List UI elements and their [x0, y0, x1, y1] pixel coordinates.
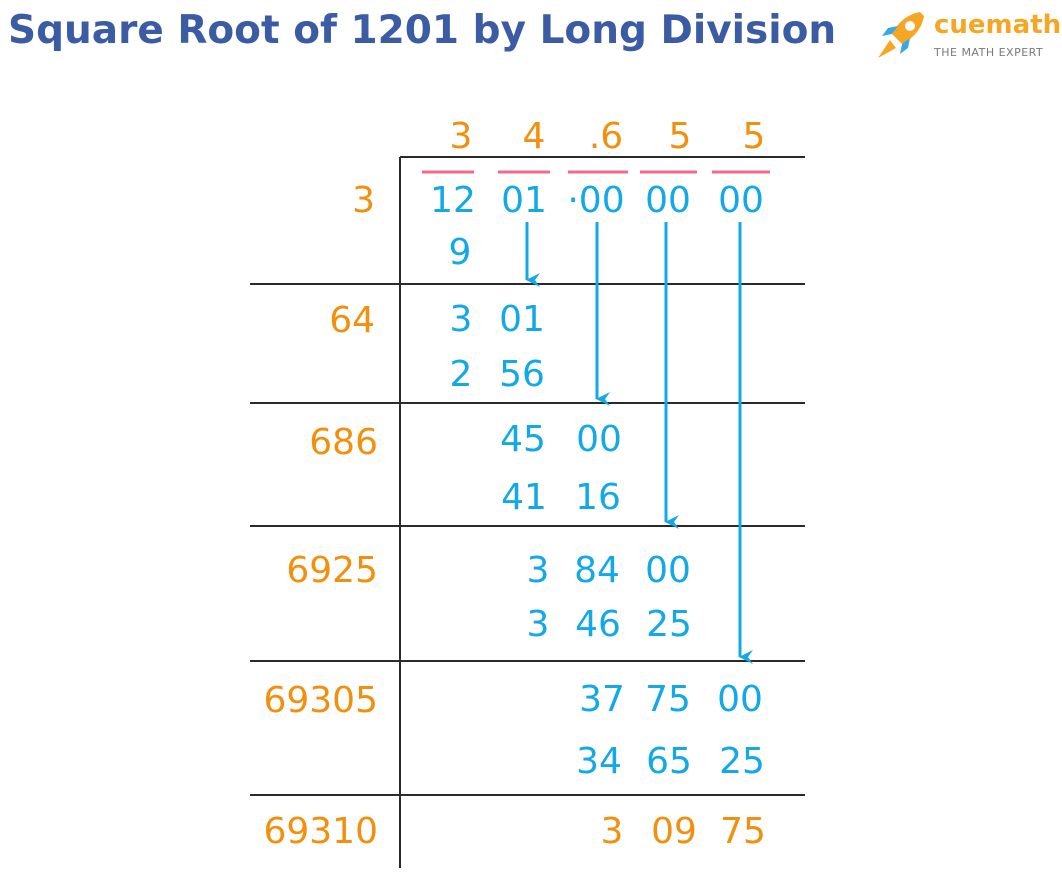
working-steps: 9 3 01 2 56 45 00 41 16 3 84 00 3 46 25 …: [449, 232, 765, 782]
quotient-digits: 3 4 .6 5 5: [450, 116, 766, 157]
final-remainder-part: 3: [601, 811, 624, 852]
bring-down-arrows: [525, 222, 753, 664]
divisor: 686: [309, 422, 378, 463]
logo-tagline: THE MATH EXPERT: [934, 46, 1044, 59]
final-remainder-part: 09: [651, 811, 697, 852]
dividend-pair: 12: [430, 180, 476, 221]
final-remainder: 3 09 75: [601, 811, 766, 852]
remainder-part: 3: [450, 299, 473, 340]
dividend-pair: ·00: [567, 180, 624, 221]
quotient-digit: 3: [450, 116, 473, 157]
subtrahend-part: 3: [527, 604, 550, 645]
divisor: 69305: [263, 680, 378, 721]
subtrahend-part: 16: [575, 477, 621, 518]
remainder-part: 37: [579, 679, 625, 720]
remainder-part: 84: [574, 550, 620, 591]
divisor: 69310: [263, 811, 378, 852]
dividend-pair: 00: [645, 180, 691, 221]
subtrahend-part: 25: [646, 604, 692, 645]
final-remainder-part: 75: [720, 811, 766, 852]
subtrahend-part: 46: [575, 604, 621, 645]
subtrahend-part: 25: [719, 741, 765, 782]
dividend-pairs: 12 01 ·00 00 00: [430, 180, 764, 221]
remainder-part: 3: [527, 550, 550, 591]
subtrahend-part: 2: [450, 354, 473, 395]
rocket-icon: [878, 12, 924, 58]
divisor: 64: [329, 300, 375, 341]
cuemath-logo: cuemath THE MATH EXPERT: [872, 6, 1061, 66]
quotient-digit: .6: [589, 116, 623, 157]
division-frame: [250, 156, 805, 868]
subtrahend-part: 34: [576, 741, 622, 782]
remainder-part: 75: [645, 679, 691, 720]
subtrahend: 9: [449, 232, 472, 273]
subtrahend-part: 41: [501, 477, 547, 518]
remainder-part: 45: [500, 419, 546, 460]
logo-name: cuemath: [934, 10, 1062, 40]
page-title: Square Root of 1201 by Long Division: [8, 8, 837, 53]
remainder-part: 00: [717, 679, 763, 720]
dividend-pair: 00: [718, 180, 764, 221]
divisor: 3: [352, 180, 375, 221]
quotient-digit: 5: [743, 116, 766, 157]
quotient-digit: 5: [669, 116, 692, 157]
remainder-part: 00: [576, 419, 622, 460]
divisor: 6925: [286, 550, 378, 591]
divisor-column: 3 64 686 6925 69305 69310: [263, 180, 378, 852]
subtrahend-part: 56: [499, 354, 545, 395]
remainder-part: 00: [645, 550, 691, 591]
quotient-digit: 4: [523, 116, 546, 157]
dividend-pair: 01: [501, 180, 547, 221]
remainder-part: 01: [499, 299, 545, 340]
subtrahend-part: 65: [646, 741, 692, 782]
